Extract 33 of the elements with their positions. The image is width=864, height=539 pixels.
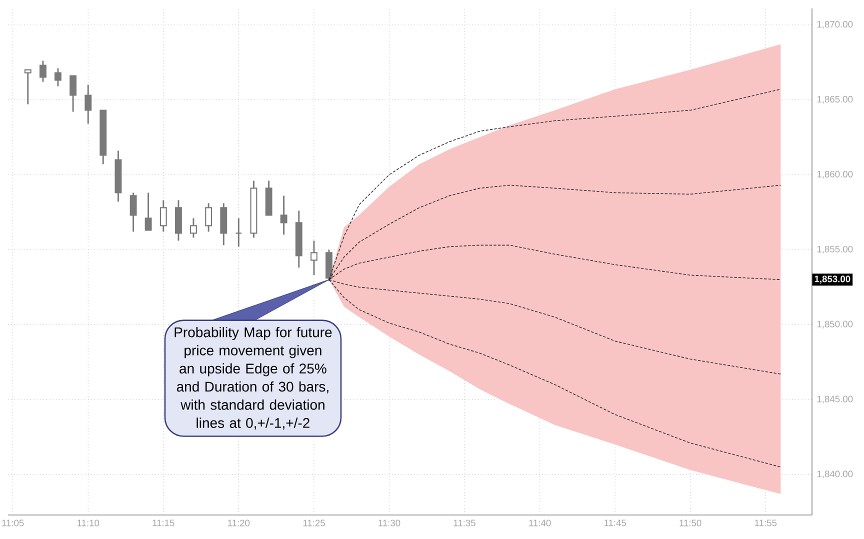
candlestick [160, 199, 167, 232]
x-tick-label: 11:55 [755, 520, 777, 526]
text: 1,853.00 [814, 276, 850, 284]
y-tick-label: 1,855.00 [817, 246, 853, 254]
candlestick [310, 240, 318, 276]
y-tick-label: 1,840.00 [817, 470, 853, 478]
x-tick-label: 11:35 [454, 520, 476, 526]
y-tick-label: 1,870.00 [817, 20, 853, 29]
x-tick-label: 11:05 [2, 520, 24, 526]
candlestick [84, 84, 92, 124]
candlestick [40, 60, 46, 83]
candlestick [54, 68, 62, 88]
y-tick-label: 1,860.00 [817, 170, 853, 179]
x-tick-label: 11:40 [529, 520, 551, 526]
x-tick-label: 11:30 [378, 520, 400, 526]
x-tick-label: 11:50 [680, 520, 702, 526]
candlestick [130, 192, 137, 232]
x-tick-label: 11:45 [604, 520, 626, 526]
annotation: Probability Map for future price movement given an upside Edge of 25% and Duration of 30 bars, with standard deviation lines at 0,+/-1,+/-2 [174, 326, 332, 430]
candlestick [190, 217, 197, 238]
x-tick-label: 11:20 [228, 520, 250, 526]
x-tick-label: 11:25 [303, 520, 325, 526]
candlestick [235, 217, 242, 248]
candlestick [205, 202, 212, 232]
x-tick-label: 11:10 [78, 520, 100, 526]
candlestick [144, 192, 152, 231]
y-tick-label: 1,845.00 [817, 396, 853, 404]
x-tick-label: 11:15 [152, 520, 174, 526]
candlestick [70, 75, 77, 112]
y-tick-label: 1,850.00 [817, 320, 853, 328]
candlestick [280, 194, 288, 236]
candlestick [24, 69, 32, 105]
y-tick-label: 1,865.00 [817, 96, 853, 104]
